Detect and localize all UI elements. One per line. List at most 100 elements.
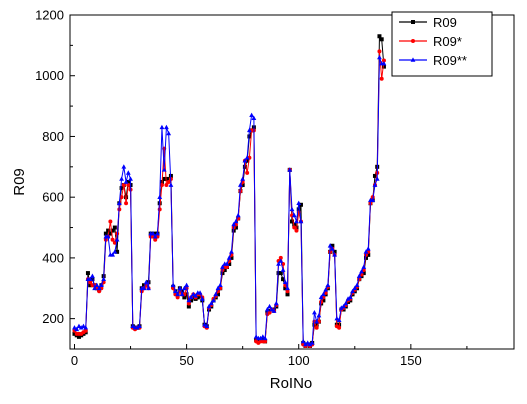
data-point xyxy=(280,267,286,272)
data-point xyxy=(281,277,286,282)
data-point xyxy=(90,273,95,278)
data-point xyxy=(240,176,246,181)
data-point xyxy=(181,285,187,291)
data-point xyxy=(271,308,277,313)
data-point xyxy=(206,303,212,309)
data-point xyxy=(112,249,118,254)
data-point xyxy=(190,291,196,297)
data-point xyxy=(329,246,335,251)
data-point xyxy=(229,249,234,254)
data-point xyxy=(354,282,360,288)
data-point xyxy=(186,297,192,303)
data-point xyxy=(217,282,223,288)
data-point xyxy=(258,335,264,341)
data-point xyxy=(159,183,164,188)
data-point xyxy=(269,306,275,312)
data-point xyxy=(166,176,171,181)
data-point xyxy=(363,249,369,254)
data-point xyxy=(294,228,299,233)
data-point xyxy=(224,265,229,270)
data-point xyxy=(213,291,219,297)
data-point xyxy=(88,280,93,285)
x-tick-label: 150 xyxy=(400,353,422,368)
data-point xyxy=(305,340,311,345)
data-point xyxy=(285,289,290,294)
legend-item: R09* xyxy=(399,34,462,49)
x-tick-label: 0 xyxy=(71,353,78,368)
series-layer xyxy=(72,34,387,348)
data-point xyxy=(372,173,377,178)
data-point xyxy=(325,282,331,288)
data-point xyxy=(153,231,158,236)
data-point xyxy=(372,182,378,187)
data-point xyxy=(220,264,225,269)
data-point xyxy=(314,325,319,330)
data-point xyxy=(204,323,210,329)
data-point xyxy=(260,334,266,339)
data-point xyxy=(224,261,230,266)
data-point xyxy=(298,218,304,224)
data-point xyxy=(215,285,221,291)
data-point xyxy=(379,76,384,81)
data-point xyxy=(285,292,290,297)
data-point xyxy=(97,289,102,294)
data-point xyxy=(106,228,111,233)
data-point xyxy=(307,341,313,347)
data-point xyxy=(303,341,308,347)
y-tick-label: 1200 xyxy=(35,8,64,23)
data-point xyxy=(168,182,174,187)
data-point xyxy=(287,167,293,172)
data-point xyxy=(350,288,355,294)
data-point xyxy=(166,130,172,136)
series-1 xyxy=(72,34,386,348)
data-point xyxy=(76,323,82,329)
data-point xyxy=(121,164,127,169)
data-point xyxy=(189,298,194,303)
data-point xyxy=(361,264,367,269)
data-point xyxy=(289,206,295,212)
data-point xyxy=(175,291,181,297)
plot-frame xyxy=(69,14,515,350)
data-point xyxy=(90,277,95,282)
y-tick-label: 800 xyxy=(42,129,64,144)
data-point xyxy=(81,323,86,329)
data-point xyxy=(262,335,268,341)
data-point xyxy=(186,301,191,306)
data-point xyxy=(119,176,124,181)
data-point xyxy=(411,39,415,43)
data-point xyxy=(88,283,93,288)
data-point xyxy=(137,323,142,329)
data-point xyxy=(273,300,279,306)
data-point xyxy=(119,186,124,191)
data-point xyxy=(318,294,324,300)
data-point xyxy=(184,282,190,288)
y-tick-label: 400 xyxy=(42,250,64,265)
data-point xyxy=(83,328,88,333)
data-point xyxy=(296,200,302,206)
data-point xyxy=(245,170,250,175)
series-3 xyxy=(72,54,387,347)
data-point xyxy=(332,252,338,257)
data-point xyxy=(182,295,187,300)
data-point xyxy=(381,58,386,63)
data-point xyxy=(377,34,382,39)
data-point xyxy=(125,170,131,175)
data-point xyxy=(175,295,180,300)
data-point xyxy=(172,288,178,294)
data-point xyxy=(253,334,259,339)
data-point xyxy=(72,331,77,336)
data-point xyxy=(377,49,382,54)
data-point xyxy=(119,195,124,200)
data-point xyxy=(208,300,214,306)
data-point xyxy=(231,221,237,227)
data-point xyxy=(193,293,198,298)
data-point xyxy=(159,124,165,130)
data-point xyxy=(251,115,257,121)
data-point xyxy=(370,197,376,203)
data-point xyxy=(314,319,320,324)
data-point xyxy=(267,303,272,309)
data-point xyxy=(320,291,326,297)
data-point xyxy=(341,303,346,309)
data-point xyxy=(332,249,337,254)
data-point xyxy=(162,176,167,181)
